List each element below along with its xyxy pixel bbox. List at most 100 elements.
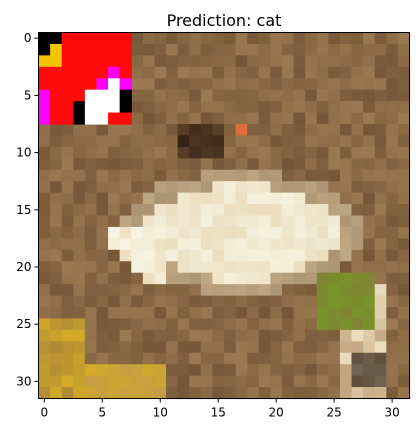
image-pixel	[328, 169, 341, 182]
image-pixel	[281, 192, 295, 205]
image-pixel	[386, 32, 399, 45]
image-pixel	[351, 318, 364, 331]
image-pixel	[224, 364, 237, 377]
image-pixel	[177, 387, 190, 400]
image-pixel	[281, 158, 295, 171]
image-pixel	[374, 32, 387, 45]
patch-pixel	[61, 43, 74, 56]
image-pixel	[212, 272, 225, 285]
image-pixel	[200, 78, 214, 91]
image-pixel	[142, 192, 156, 205]
image-pixel	[142, 226, 156, 239]
image-pixel	[96, 375, 109, 388]
image-pixel	[316, 32, 329, 45]
image-pixel	[270, 352, 283, 365]
image-pixel	[224, 89, 237, 102]
image-pixel	[339, 318, 353, 331]
image-pixel	[154, 169, 167, 182]
image-pixel	[281, 181, 295, 194]
image-pixel	[374, 375, 387, 388]
image-pixel	[293, 124, 306, 137]
image-pixel	[38, 226, 51, 239]
image-pixel	[224, 341, 237, 354]
image-pixel	[339, 101, 353, 114]
image-pixel	[212, 135, 225, 148]
image-pixel	[142, 112, 156, 125]
image-pixel	[177, 364, 190, 377]
image-pixel	[235, 135, 248, 148]
image-pixel	[270, 272, 283, 285]
image-pixel	[189, 272, 202, 285]
image-pixel	[235, 387, 248, 400]
image-pixel	[270, 295, 283, 308]
image-pixel	[247, 135, 260, 148]
image-pixel	[374, 146, 387, 159]
image-pixel	[363, 124, 376, 137]
image-pixel	[316, 375, 329, 388]
image-pixel	[131, 329, 144, 342]
image-pixel	[374, 192, 387, 205]
image-pixel	[200, 238, 214, 251]
image-pixel	[270, 192, 283, 205]
image-pixel	[305, 249, 318, 262]
image-pixel	[177, 101, 190, 114]
image-pixel	[131, 124, 144, 137]
image-pixel	[38, 329, 51, 342]
image-pixel	[258, 55, 271, 68]
image-pixel	[119, 238, 132, 251]
image-pixel	[316, 249, 329, 262]
image-pixel	[177, 226, 190, 239]
image-pixel	[235, 215, 248, 228]
image-pixel	[351, 112, 364, 125]
image-pixel	[293, 78, 306, 91]
image-pixel	[258, 78, 271, 91]
image-pixel	[189, 181, 202, 194]
image-pixel	[177, 329, 190, 342]
image-pixel	[166, 78, 179, 91]
image-pixel	[177, 158, 190, 171]
image-pixel	[61, 135, 74, 148]
image-pixel	[281, 329, 295, 342]
image-pixel	[281, 101, 295, 114]
image-pixel	[84, 226, 98, 239]
image-pixel	[131, 101, 144, 114]
image-pixel	[200, 66, 214, 79]
patch-pixel	[73, 66, 86, 79]
image-pixel	[38, 341, 51, 354]
image-pixel	[61, 204, 74, 217]
image-pixel	[131, 146, 144, 159]
image-pixel	[189, 101, 202, 114]
image-pixel	[189, 341, 202, 354]
image-pixel	[166, 135, 179, 148]
patch-pixel	[61, 112, 74, 125]
image-pixel	[73, 272, 86, 285]
image-pixel	[224, 284, 237, 297]
image-pixel	[212, 169, 225, 182]
image-pixel	[235, 307, 248, 320]
image-pixel	[189, 124, 202, 137]
image-pixel	[189, 112, 202, 125]
image-pixel	[142, 124, 156, 137]
image-pixel	[363, 329, 376, 342]
image-pixel	[339, 146, 353, 159]
image-pixel	[351, 329, 364, 342]
image-pixel	[212, 364, 225, 377]
image-pixel	[142, 352, 156, 365]
image-pixel	[363, 112, 376, 125]
image-pixel	[258, 249, 271, 262]
image-pixel	[258, 272, 271, 285]
image-pixel	[131, 284, 144, 297]
image-pixel	[61, 158, 74, 171]
image-pixel	[235, 295, 248, 308]
image-pixel	[200, 135, 214, 148]
image-pixel	[258, 352, 271, 365]
image-pixel	[351, 307, 364, 320]
image-pixel	[328, 341, 341, 354]
image-pixel	[328, 78, 341, 91]
image-pixel	[73, 238, 86, 251]
image-pixel	[351, 226, 364, 239]
image-pixel	[363, 192, 376, 205]
image-pixel	[119, 215, 132, 228]
image-pixel	[142, 249, 156, 262]
patch-pixel	[119, 89, 132, 102]
